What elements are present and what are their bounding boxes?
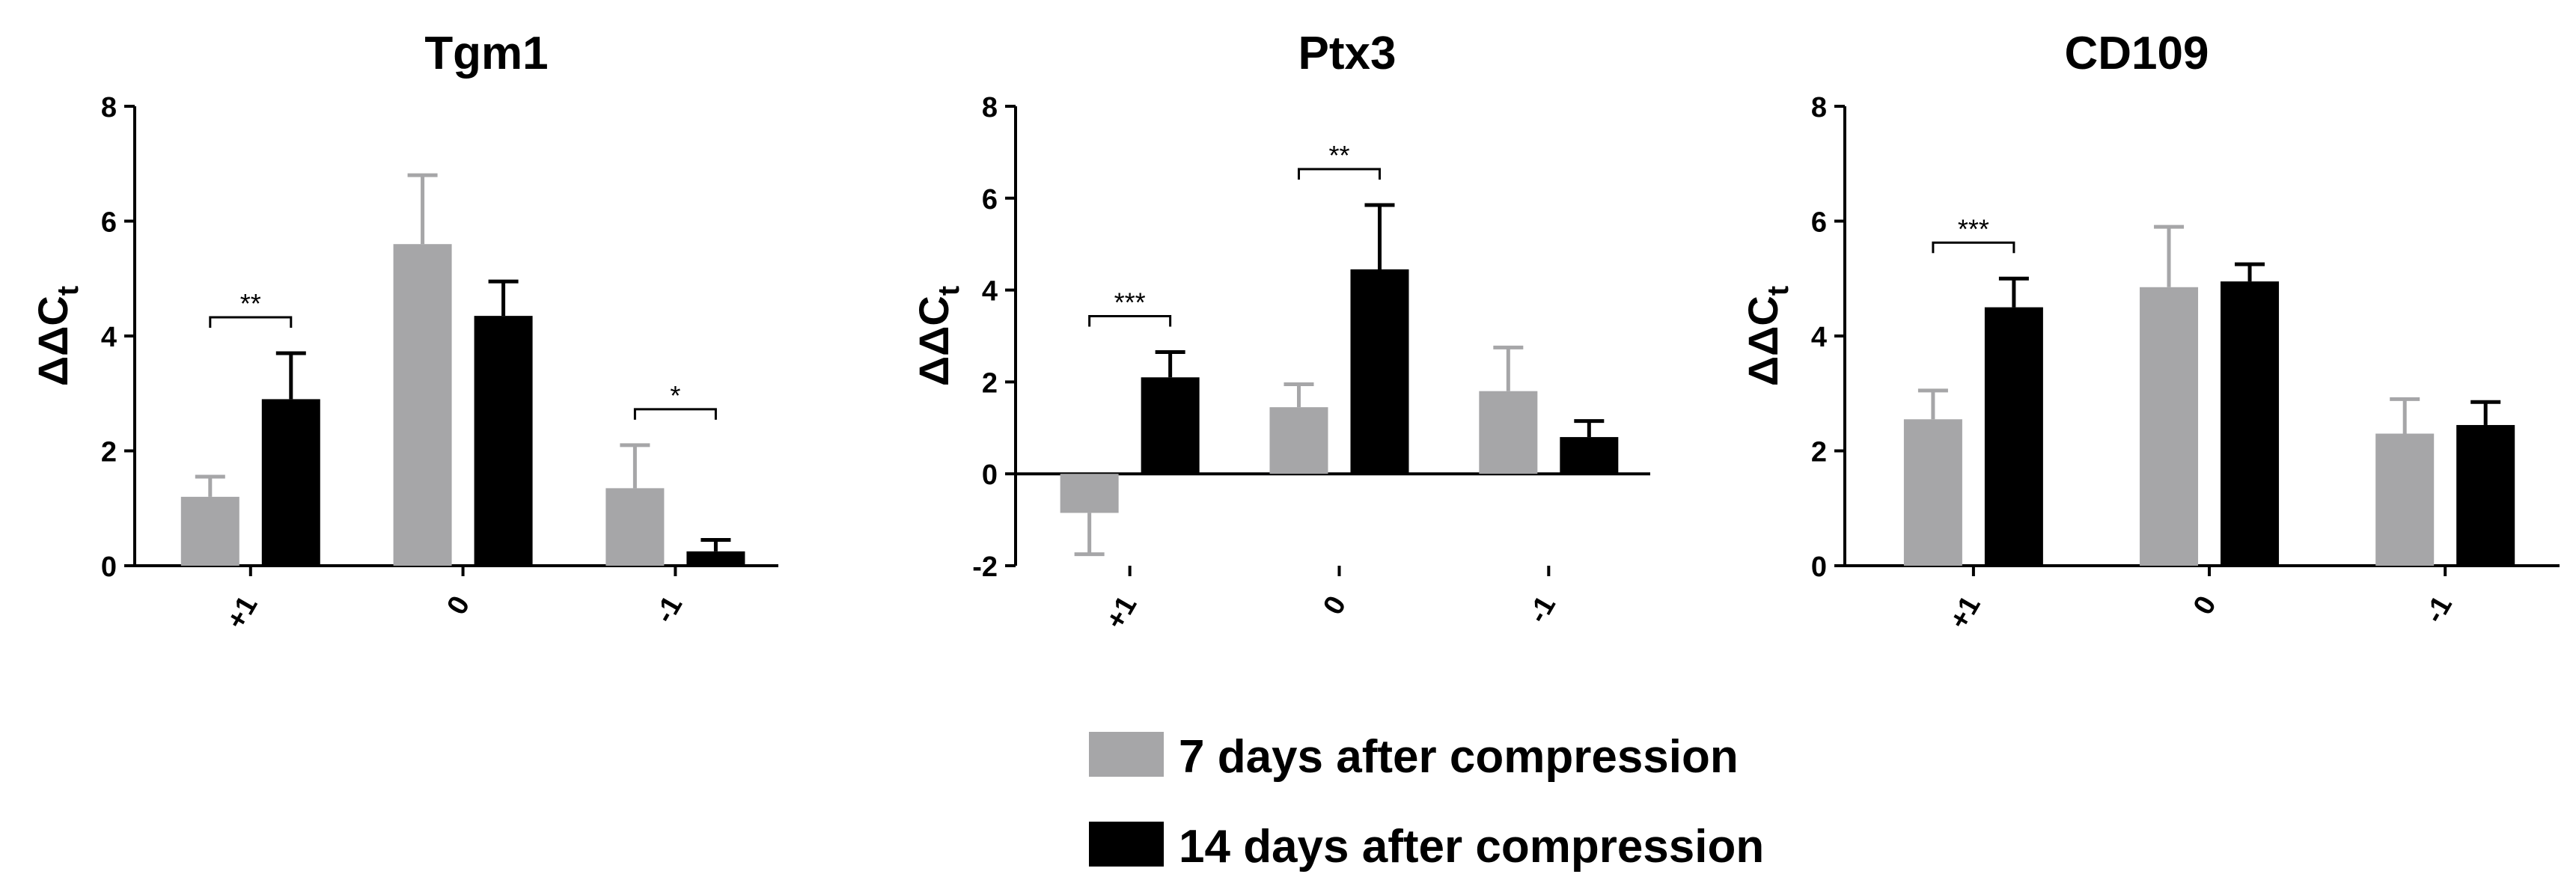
x-tick-label: -1: [2419, 591, 2459, 629]
chart-title: CD109: [2065, 28, 2209, 79]
bar-14-days: [1141, 377, 1200, 474]
y-tick-label: 2: [982, 367, 998, 399]
bar-7-days: [1060, 474, 1119, 513]
x-tick-label: +1: [1944, 591, 1987, 635]
bar-14-days: [1560, 437, 1619, 474]
y-tick-label: 6: [101, 207, 117, 239]
bar-7-days: [2140, 287, 2199, 566]
y-tick-label: 6: [982, 184, 998, 216]
x-tick-label: 0: [2188, 591, 2223, 620]
y-tick-label: 8: [982, 92, 998, 123]
legend-swatch-14-days: [1089, 822, 1164, 867]
y-tick-label: 0: [101, 552, 117, 583]
significance-bracket: [1932, 241, 2015, 254]
y-tick-label: 8: [101, 92, 117, 123]
y-tick-label: 8: [1811, 92, 1827, 123]
legend-swatch-7-days: [1089, 732, 1164, 777]
x-tick-label: -1: [649, 591, 689, 629]
bar-7-days: [393, 244, 452, 566]
y-tick-label: 0: [982, 459, 998, 491]
chart-title: Ptx3: [1298, 28, 1397, 79]
significance-label: ***: [1958, 213, 1989, 244]
legend-label-14-days: 14 days after compression: [1179, 821, 1764, 873]
bar-7-days: [605, 488, 665, 566]
bar-14-days: [2456, 424, 2515, 566]
y-axis-label-main: ΔΔC: [29, 296, 76, 386]
x-tick-label: -1: [1522, 591, 1562, 629]
y-tick-label: 2: [1811, 437, 1827, 468]
significance-label: *: [670, 380, 680, 411]
bar-7-days: [1479, 391, 1538, 474]
y-axis-label: ΔΔCt: [29, 286, 85, 386]
x-tick-label: 0: [441, 591, 476, 620]
legend: 7 days after compression 14 days after c…: [1089, 731, 1764, 873]
chart-panel-3: CD109 ΔΔCt 0 2 4 6 8 +1 0 -1 ***: [1739, 28, 2560, 635]
y-tick-label: 0: [1811, 552, 1827, 583]
y-axis-label-subscript: t: [1762, 286, 1795, 296]
y-tick-label: 2: [101, 437, 117, 468]
y-axis-label-subscript: t: [933, 286, 965, 296]
significance-bracket: [209, 316, 293, 329]
y-tick-label: 4: [982, 276, 998, 308]
y-tick-label: 4: [1811, 322, 1827, 353]
bar-14-days: [1350, 269, 1409, 474]
bar-7-days: [2375, 433, 2435, 566]
significance-label: **: [240, 288, 261, 319]
bar-7-days: [1269, 407, 1328, 474]
bar-14-days: [2221, 281, 2280, 566]
y-axis-label: ΔΔCt: [1739, 286, 1795, 386]
significance-bracket: [1088, 314, 1172, 327]
y-tick-label: 6: [1811, 207, 1827, 239]
x-tick-label: +1: [221, 591, 264, 635]
y-tick-label: 4: [101, 322, 117, 353]
significance-label: ***: [1114, 287, 1146, 317]
bar-14-days: [474, 316, 533, 566]
bar-7-days: [1903, 419, 1962, 566]
bar-14-days: [261, 399, 320, 566]
legend-label-7-days: 7 days after compression: [1179, 731, 1739, 783]
x-tick-label: +1: [1099, 591, 1143, 635]
x-tick-label: 0: [1317, 591, 1352, 620]
bar-14-days: [686, 551, 745, 566]
bar-7-days: [180, 496, 239, 566]
bar-14-days: [1984, 307, 2043, 566]
y-axis-label-subscript: t: [52, 286, 85, 296]
y-axis-label-main: ΔΔC: [1739, 296, 1786, 386]
significance-bracket: [633, 408, 717, 420]
y-tick-label: -2: [972, 552, 998, 583]
y-axis-label: ΔΔCt: [910, 286, 965, 386]
significance-label: **: [1328, 140, 1349, 171]
y-axis-label-main: ΔΔC: [910, 296, 957, 386]
significance-bracket: [1297, 168, 1381, 180]
chart-title: Tgm1: [424, 28, 548, 79]
